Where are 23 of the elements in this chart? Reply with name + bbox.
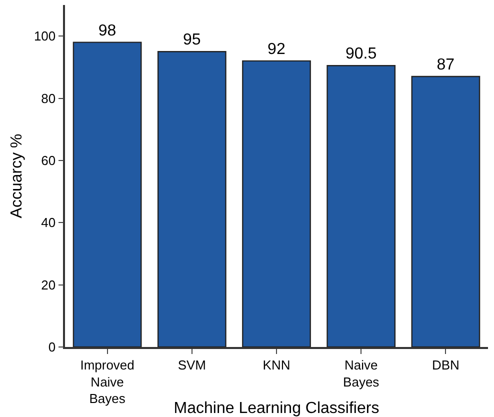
data-label: 90.5 [345,46,377,63]
x-axis-title: Machine Learning Classifiers [174,400,380,417]
bar [411,76,480,347]
data-label: 87 [436,56,455,74]
x-tick-label: SVM [178,357,206,372]
bar [326,65,396,347]
y-tick-label: 40 [41,215,56,230]
x-tick-label: Improved Naive Bayes [80,357,134,406]
data-label: 92 [268,40,286,58]
y-axis-title: Accuarcy % [8,134,26,218]
y-tick-label: 100 [34,28,56,44]
data-label: 95 [182,32,201,49]
bar [157,51,226,347]
y-tick-label: 0 [48,340,56,355]
data-label: 98 [98,22,116,40]
y-tick-label: 20 [41,277,56,292]
x-tick-label: DBN [432,357,460,372]
y-tick-label: 60 [41,153,56,168]
bar [72,42,142,347]
bar [242,60,311,347]
x-tick-label: Naive Bayes [343,357,380,390]
y-tick-label: 80 [41,90,56,106]
x-tick-label: KNN [262,357,290,372]
